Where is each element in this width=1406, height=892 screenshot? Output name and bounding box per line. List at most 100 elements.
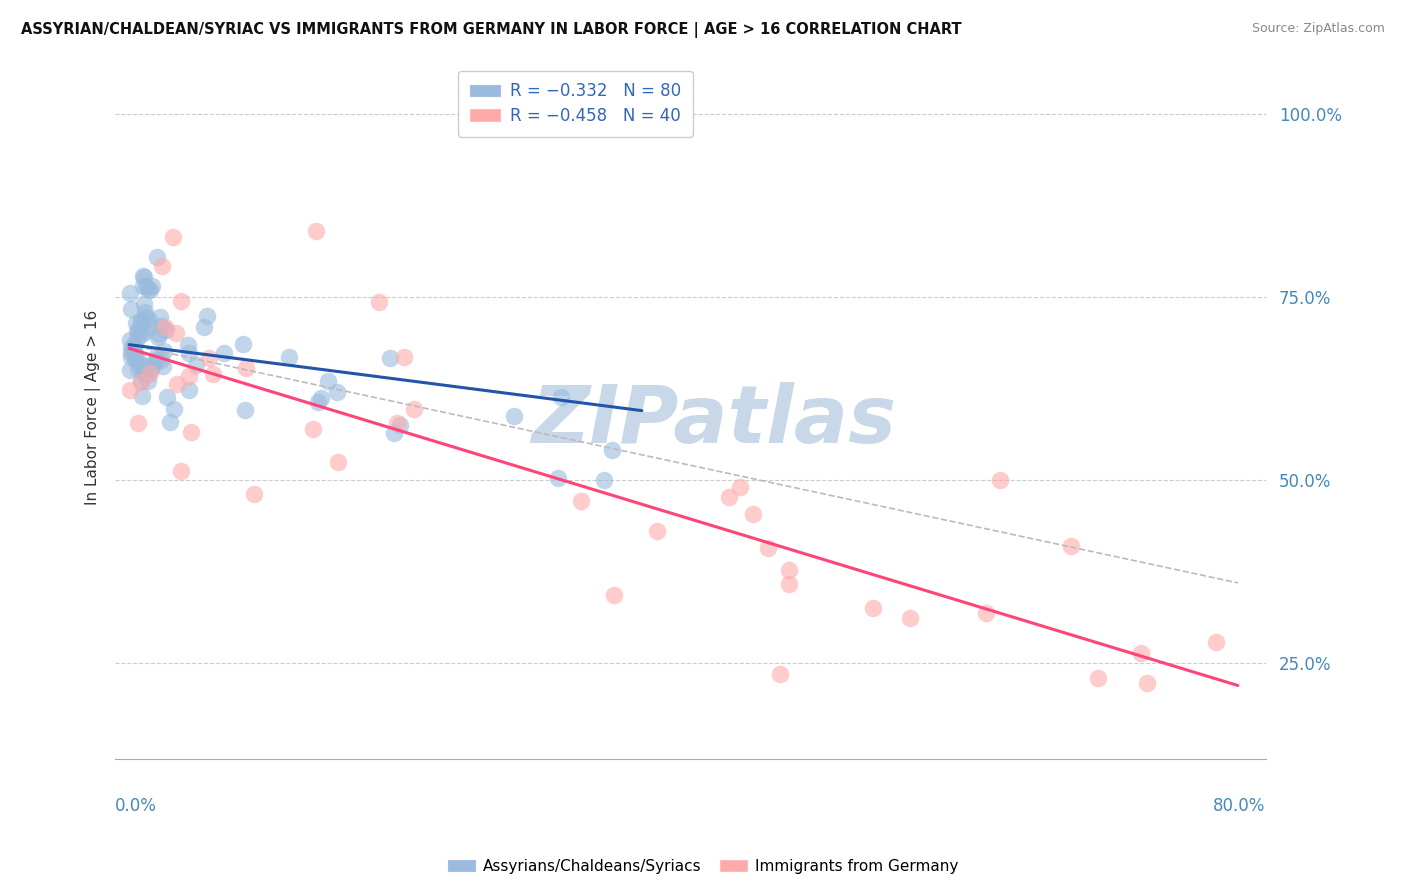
Point [124, 346, 146, 360]
Point [277, 350, 299, 364]
Point [132, 279, 155, 293]
Point [778, 563, 800, 577]
Point [728, 480, 751, 494]
Point [385, 416, 408, 430]
Point [132, 268, 155, 283]
Point [135, 310, 157, 325]
Point [159, 415, 181, 429]
Point [163, 401, 186, 416]
Point [318, 374, 340, 388]
Point [862, 601, 884, 615]
Point [170, 464, 193, 478]
Point [150, 259, 173, 273]
Point [148, 326, 170, 341]
Point [305, 224, 328, 238]
Point [153, 319, 176, 334]
Point [138, 282, 160, 296]
Point [388, 417, 411, 432]
Point [120, 285, 142, 300]
Point [180, 425, 202, 439]
Point [197, 351, 219, 366]
Point [214, 345, 236, 359]
Point [326, 455, 349, 469]
Point [155, 323, 177, 337]
Text: 0.0%: 0.0% [115, 797, 157, 815]
Point [202, 367, 225, 381]
Point [131, 314, 153, 328]
Point [127, 361, 149, 376]
Point [602, 443, 624, 458]
Point [235, 361, 257, 376]
Point [1205, 634, 1227, 648]
Point [1087, 671, 1109, 685]
Point [898, 610, 921, 624]
Text: 80.0%: 80.0% [1213, 797, 1265, 815]
Point [1129, 646, 1152, 660]
Point [132, 366, 155, 380]
Point [592, 473, 614, 487]
Text: ZIPatlas: ZIPatlas [531, 382, 896, 460]
Point [177, 346, 200, 360]
Point [120, 301, 142, 316]
Point [645, 524, 668, 538]
Point [131, 389, 153, 403]
Point [152, 359, 174, 374]
Point [129, 358, 152, 372]
Point [129, 313, 152, 327]
Point [136, 374, 159, 388]
Point [120, 362, 142, 376]
Point [135, 279, 157, 293]
Point [550, 390, 572, 404]
Point [145, 250, 167, 264]
Point [1060, 539, 1083, 553]
Point [132, 363, 155, 377]
Point [124, 317, 146, 331]
Point [141, 279, 163, 293]
Point [193, 320, 215, 334]
Point [127, 322, 149, 336]
Point [301, 421, 323, 435]
Point [146, 349, 169, 363]
Point [177, 383, 200, 397]
Point [392, 350, 415, 364]
Point [177, 338, 200, 352]
Point [165, 326, 187, 340]
Point [156, 390, 179, 404]
Point [166, 376, 188, 391]
Point [120, 383, 142, 397]
Point [569, 494, 592, 508]
Point [139, 283, 162, 297]
Point [141, 361, 163, 376]
Text: Source: ZipAtlas.com: Source: ZipAtlas.com [1251, 22, 1385, 36]
Legend: R = −0.332   N = 80, R = −0.458   N = 40: R = −0.332 N = 80, R = −0.458 N = 40 [458, 70, 693, 136]
Point [134, 325, 156, 339]
Point [120, 333, 142, 347]
Point [122, 337, 145, 351]
Point [988, 473, 1011, 487]
Point [136, 368, 159, 382]
Point [758, 541, 780, 556]
Point [135, 359, 157, 373]
Point [127, 353, 149, 368]
Point [149, 310, 172, 325]
Point [127, 416, 149, 430]
Point [145, 352, 167, 367]
Y-axis label: In Labor Force | Age > 16: In Labor Force | Age > 16 [86, 310, 101, 505]
Point [124, 352, 146, 367]
Point [120, 346, 142, 360]
Point [152, 344, 174, 359]
Point [378, 351, 401, 366]
Point [138, 313, 160, 327]
Point [307, 395, 329, 409]
Point [129, 323, 152, 337]
Point [402, 401, 425, 416]
Point [127, 332, 149, 346]
Point [974, 606, 997, 620]
Point [242, 487, 264, 501]
Point [233, 402, 256, 417]
Point [120, 350, 142, 364]
Point [129, 327, 152, 342]
Point [717, 490, 740, 504]
Point [382, 425, 405, 440]
Point [367, 295, 389, 310]
